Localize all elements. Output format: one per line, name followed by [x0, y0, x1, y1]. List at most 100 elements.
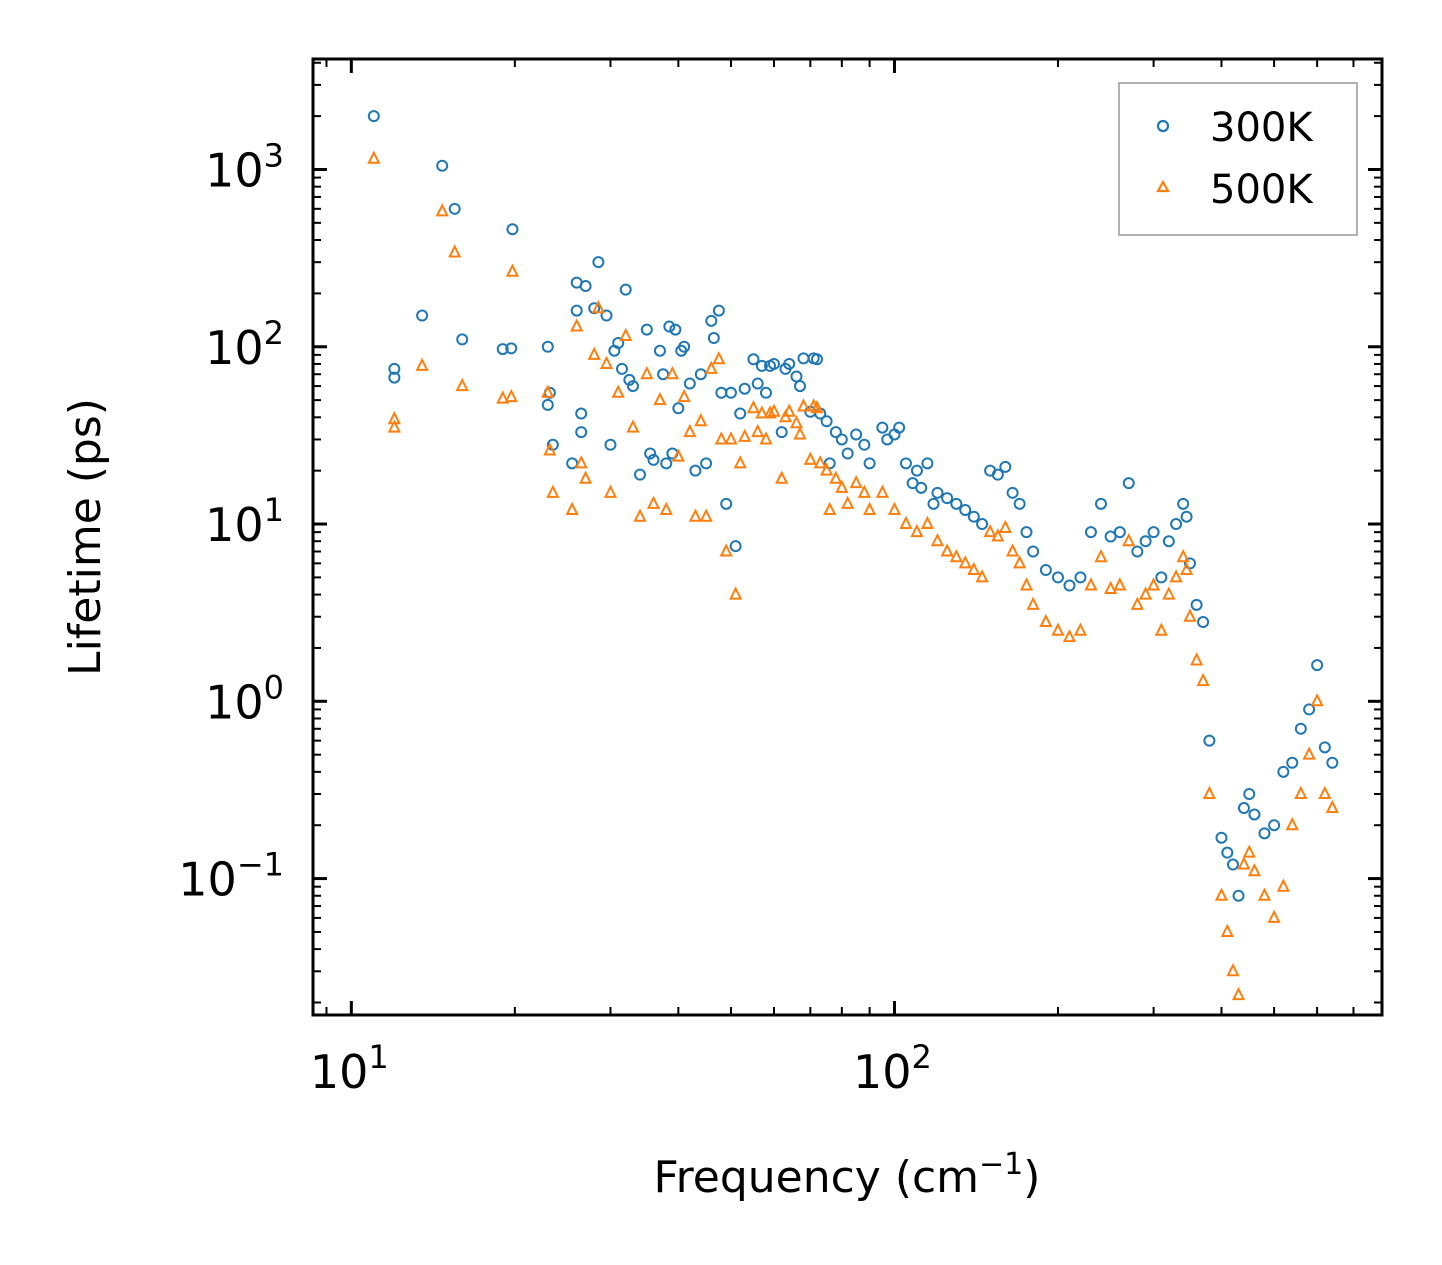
point-300K	[797, 352, 810, 365]
point-500K	[823, 501, 837, 515]
point-300K	[863, 457, 876, 470]
point-500K	[729, 586, 743, 600]
point-300K	[1180, 510, 1193, 523]
point-300K	[541, 340, 554, 353]
point-500K	[455, 377, 469, 392]
point-300K	[850, 428, 863, 441]
point-300K	[367, 110, 380, 123]
point-500K	[1162, 586, 1176, 600]
point-300K	[1294, 722, 1307, 735]
legend-label-500k: 500K	[1210, 167, 1314, 213]
point-300K	[941, 492, 954, 505]
point-500K	[967, 561, 981, 576]
point-500K	[810, 399, 824, 414]
point-300K	[775, 426, 788, 439]
point-500K	[646, 495, 661, 509]
point-500K	[829, 470, 843, 484]
point-300K	[660, 457, 673, 470]
point-500K	[775, 470, 789, 484]
point-300K	[1162, 535, 1175, 548]
point-500K	[835, 479, 849, 493]
point-500K	[1226, 963, 1240, 977]
point-500K	[543, 442, 557, 456]
x-tick-label: 102	[853, 1038, 932, 1099]
point-300K	[678, 340, 691, 353]
point-300K	[734, 407, 747, 420]
point-300K	[1183, 557, 1196, 570]
point-300K	[1232, 889, 1245, 902]
point-500K	[899, 515, 913, 530]
point-500K	[415, 357, 429, 371]
point-500K	[574, 455, 588, 469]
point-300K	[1237, 802, 1250, 815]
point-500K	[983, 523, 997, 538]
point-500K	[793, 426, 807, 440]
point-300K	[1286, 756, 1299, 769]
point-300K	[640, 323, 653, 336]
point-500K	[1154, 622, 1168, 636]
point-300K	[1147, 526, 1160, 539]
point-300K	[991, 468, 1004, 481]
point-300K	[1248, 808, 1261, 821]
point-500K	[1257, 887, 1272, 901]
plot-frame	[311, 57, 1384, 1017]
point-300K	[505, 342, 518, 355]
point-300K	[592, 256, 605, 269]
y-tick-label: 100	[205, 668, 284, 729]
point-300K	[927, 497, 940, 510]
point-500K	[712, 351, 726, 365]
point-500K	[910, 523, 924, 538]
point-300K	[683, 377, 696, 390]
point-300K	[810, 353, 823, 366]
axis-ticks	[313, 59, 1382, 1015]
point-500K	[546, 484, 560, 498]
point-300K	[705, 314, 718, 327]
point-500K	[849, 474, 863, 489]
point-500K	[1318, 785, 1332, 799]
point-300K	[910, 464, 923, 477]
point-500K	[1310, 693, 1324, 707]
point-300K	[575, 426, 588, 439]
point-500K	[367, 150, 381, 164]
point-500K	[683, 423, 697, 438]
point-500K	[1190, 652, 1204, 666]
point-500K	[633, 508, 647, 522]
point-500K	[1130, 596, 1144, 610]
point-300K	[647, 453, 660, 466]
point-500K	[1214, 887, 1229, 901]
point-300K	[1318, 741, 1331, 754]
point-500K	[767, 403, 781, 417]
point-300K	[669, 323, 682, 336]
point-500K	[751, 423, 765, 438]
point-300K	[615, 362, 628, 375]
legend-marker-300k	[1156, 119, 1170, 133]
point-300K	[829, 426, 842, 439]
point-500K	[591, 299, 605, 314]
point-300K	[456, 333, 469, 346]
point-300K	[823, 457, 836, 470]
point-300K	[724, 386, 737, 399]
point-500K	[724, 431, 738, 445]
point-500K	[587, 346, 601, 360]
point-500K	[759, 431, 773, 445]
legend-marker-500k	[1156, 179, 1170, 193]
point-300K	[689, 464, 702, 477]
point-300K	[1104, 530, 1117, 543]
point-300K	[388, 362, 401, 375]
point-500K	[1179, 561, 1194, 576]
point-500K	[1183, 608, 1197, 622]
point-500K	[887, 501, 902, 515]
point-300K	[644, 447, 657, 460]
point-500K	[796, 398, 811, 412]
point-300K	[1303, 703, 1316, 716]
point-500K	[448, 244, 462, 258]
point-300K	[915, 481, 928, 494]
point-500K	[619, 327, 633, 341]
point-500K	[640, 365, 654, 380]
point-300K	[1051, 571, 1064, 584]
point-300K	[794, 380, 807, 393]
point-500K	[653, 391, 667, 406]
point-500K	[819, 462, 834, 476]
point-300K	[416, 309, 429, 322]
y-tick-label: 102	[205, 314, 284, 375]
